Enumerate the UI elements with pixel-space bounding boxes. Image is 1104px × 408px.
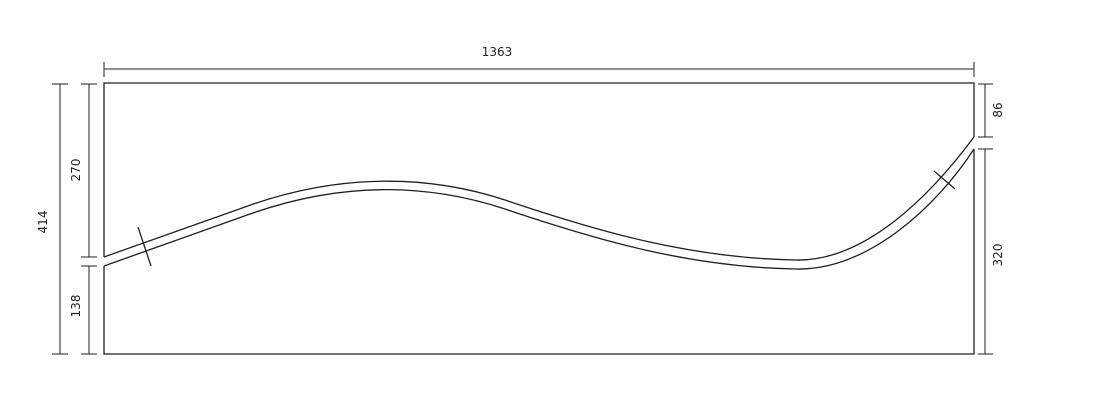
cut-line-upper — [103, 136, 975, 261]
dimension-width-label: 1363 — [482, 45, 513, 59]
dimension-right-lower-label: 320 — [991, 244, 1005, 267]
dimension-left-segments: 270 138 — [69, 83, 97, 355]
dimension-left-overall: 414 — [36, 83, 68, 355]
dimension-left-lower-label: 138 — [69, 295, 83, 318]
dimension-left-upper-label: 270 — [69, 159, 83, 182]
dimension-height-label: 414 — [36, 211, 50, 234]
dimension-right-upper-label: 86 — [991, 102, 1005, 117]
panel-outline-upper — [103, 82, 975, 257]
panel-outline-lower — [103, 149, 975, 355]
joint-mark-right — [933, 170, 956, 190]
cut-line-lower — [103, 148, 975, 270]
joint-mark-left — [137, 226, 152, 267]
dimension-right-segments: 86 320 — [978, 83, 1005, 355]
dimension-top: 1363 — [103, 45, 975, 77]
